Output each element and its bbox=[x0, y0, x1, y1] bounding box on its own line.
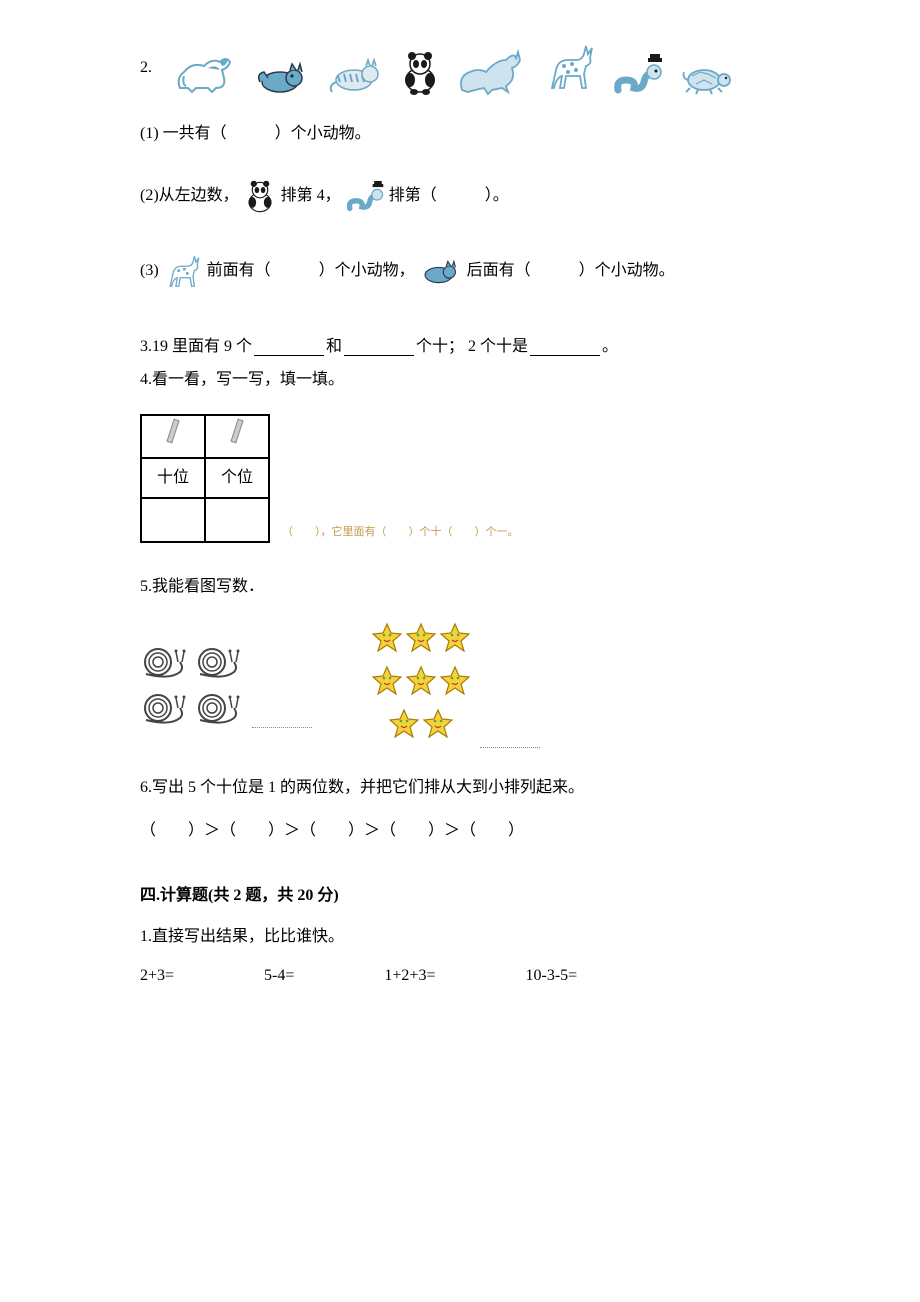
q2-number: 2. bbox=[140, 54, 152, 83]
calc-item: 2+3= bbox=[140, 962, 174, 991]
ones-value bbox=[205, 498, 269, 542]
question-4: 4.看一看，写一写，填一填。 十位 个位 （ ），它里面有（ ）个十（ ）个一。 bbox=[140, 366, 780, 544]
place-value-table: 十位 个位 bbox=[140, 414, 270, 543]
q2-sub2-c: 排第（ ）。 bbox=[389, 182, 509, 211]
panda-icon bbox=[398, 50, 442, 96]
q2-sub1: (1) 一共有（ ）个小动物。 bbox=[140, 120, 780, 149]
star-group bbox=[372, 622, 470, 748]
star-icon bbox=[389, 708, 419, 749]
snail-icon bbox=[140, 688, 188, 728]
star-icon bbox=[372, 665, 402, 706]
question-2: 2. bbox=[140, 40, 780, 293]
snail-icon bbox=[140, 642, 188, 682]
cat-icon bbox=[326, 56, 384, 96]
calc-item: 1+2+3= bbox=[384, 962, 435, 991]
q3-mid2: 个十； 2 个十是 bbox=[416, 333, 528, 362]
fox-icon bbox=[254, 60, 312, 96]
horse-icon bbox=[172, 48, 240, 96]
q3-suffix: 。 bbox=[602, 333, 618, 362]
snake-inline-icon bbox=[345, 181, 385, 213]
pencil-cell-2 bbox=[205, 415, 269, 458]
q3-prefix: 3.19 里面有 9 个 bbox=[140, 333, 252, 362]
star-icon bbox=[406, 665, 436, 706]
calc-row: 2+3= 5-4= 1+2+3= 10-3-5= bbox=[140, 962, 780, 991]
star-icon bbox=[440, 622, 470, 663]
calc-item: 10-3-5= bbox=[525, 962, 577, 991]
q2-sub3-c: 后面有（ ）个小动物。 bbox=[467, 257, 675, 286]
q2-sub2-b: 排第 4， bbox=[281, 182, 341, 211]
star-icon bbox=[406, 622, 436, 663]
deer-inline-icon bbox=[163, 251, 203, 293]
tens-header: 十位 bbox=[141, 458, 205, 498]
snake-icon bbox=[612, 54, 664, 96]
tens-value bbox=[141, 498, 205, 542]
calc-item: 5-4= bbox=[264, 962, 294, 991]
q5-title: 5.我能看图写数． bbox=[140, 573, 780, 602]
animal-row: 2. bbox=[140, 40, 780, 96]
q2-sub2-a: (2)从左边数， bbox=[140, 182, 239, 211]
star-icon bbox=[372, 622, 402, 663]
question-3: 3.19 里面有 9 个 和 个十； 2 个十是 。 bbox=[140, 333, 780, 362]
fox-inline-icon bbox=[419, 258, 463, 286]
star-icon bbox=[440, 665, 470, 706]
pencil-cell-1 bbox=[141, 415, 205, 458]
q2-sub2: (2)从左边数， 排第 4， 排第（ ）。 bbox=[140, 179, 780, 215]
ones-header: 个位 bbox=[205, 458, 269, 498]
question-5: 5.我能看图写数． bbox=[140, 573, 780, 748]
q3-mid1: 和 bbox=[326, 333, 342, 362]
s4-q1-title: 1.直接写出结果，比比谁快。 bbox=[140, 923, 780, 952]
section-4-head: 四.计算题(共 2 题，共 20 分) bbox=[140, 882, 780, 911]
blank-1 bbox=[254, 339, 324, 356]
question-6: 6.写出 5 个十位是 1 的两位数，并把它们排从大到小排列起来。 （ ）＞（ … bbox=[140, 774, 780, 846]
blank-2 bbox=[344, 339, 414, 356]
deer-icon bbox=[542, 40, 598, 96]
q5-answer-2 bbox=[480, 731, 540, 748]
q6-pattern: （ ）＞（ ）＞（ ）＞（ ）＞（ ） bbox=[140, 817, 780, 846]
star-icon bbox=[423, 708, 453, 749]
q5-answer-1 bbox=[252, 711, 312, 728]
snail-icon bbox=[194, 642, 242, 682]
q2-sub3-b: 前面有（ ）个小动物， bbox=[207, 257, 415, 286]
q2-sub3: (3) 前面有（ ）个小动物， 后面有（ ）个小动物。 bbox=[140, 251, 780, 293]
q6-title: 6.写出 5 个十位是 1 的两位数，并把它们排从大到小排列起来。 bbox=[140, 774, 780, 803]
q4-title: 4.看一看，写一写，填一填。 bbox=[140, 366, 780, 395]
q4-caption: （ ），它里面有（ ）个十（ ）个一。 bbox=[282, 523, 519, 543]
kangaroo-icon bbox=[456, 46, 528, 96]
panda-inline-icon bbox=[243, 179, 277, 215]
blank-3 bbox=[530, 339, 600, 356]
snail-group bbox=[140, 642, 242, 728]
snail-icon bbox=[194, 688, 242, 728]
q2-sub3-a: (3) bbox=[140, 257, 159, 286]
turtle-icon bbox=[678, 60, 734, 96]
